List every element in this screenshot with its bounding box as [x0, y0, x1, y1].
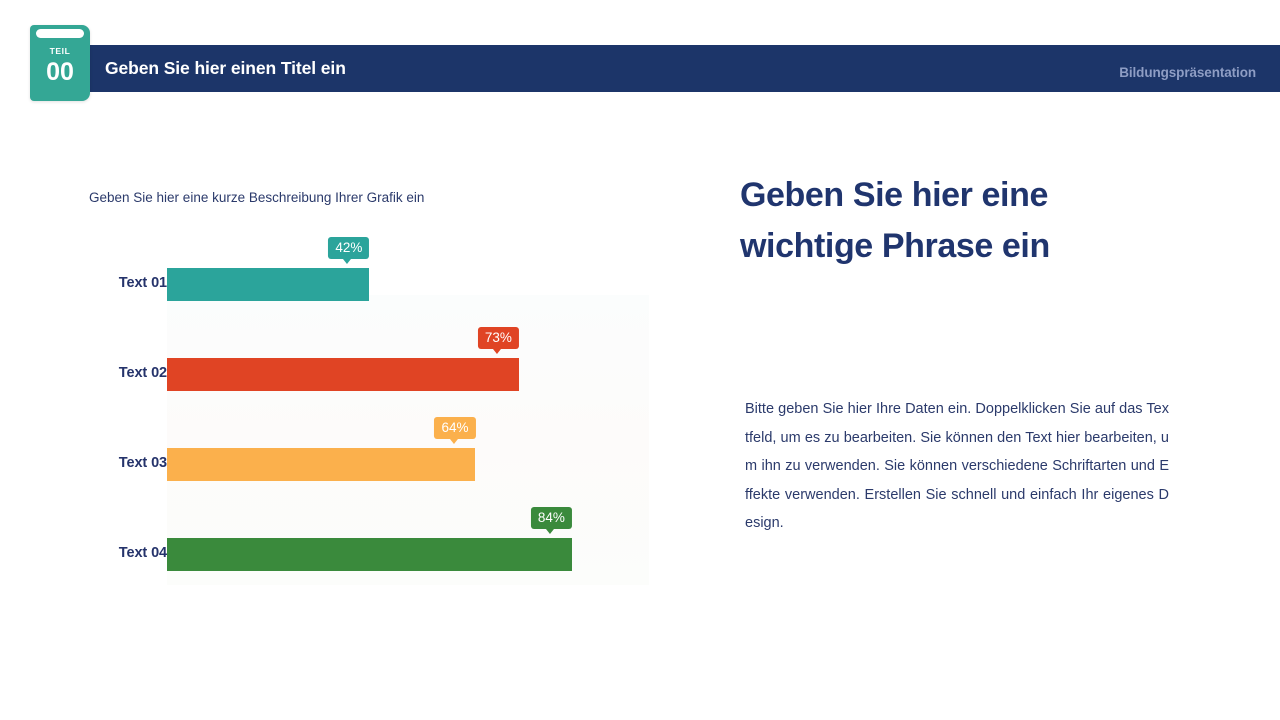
bar-value-badge: 84%: [530, 507, 572, 534]
bar-value-badge: 42%: [328, 237, 370, 264]
bar-category-label: Text 03: [118, 455, 167, 471]
bar-track: 64%: [167, 417, 649, 481]
bar-category-label: Text 01: [118, 275, 167, 291]
chart-plot-background: [167, 295, 649, 585]
bar-row: Text 02 73%: [89, 322, 649, 412]
header-bar: Geben Sie hier einen Titel ein Bildungsp…: [60, 45, 1280, 92]
bar-fill[interactable]: [167, 448, 476, 481]
bar-value-badge: 73%: [477, 327, 519, 354]
bar-track: 73%: [167, 327, 649, 391]
bar-row: Text 03 64%: [89, 412, 649, 502]
bar-value-text: 42%: [335, 240, 363, 255]
right-heading: Geben Sie hier eine wichtige Phrase ein: [740, 176, 1050, 265]
chart-caption: Geben Sie hier eine kurze Beschreibung I…: [89, 190, 425, 205]
bar-value-text: 84%: [537, 510, 565, 525]
right-body-text: Bitte geben Sie hier Ihre Daten ein. Dop…: [745, 401, 1169, 531]
book-icon: TEIL 00: [30, 25, 90, 101]
book-badge-number: 00: [46, 57, 74, 86]
bar-row: Text 04 84%: [89, 502, 649, 592]
book-badge-text: TEIL 00: [30, 47, 90, 86]
bar-value-badge: 64%: [434, 417, 476, 444]
header-subtitle: Bildungspräsentation: [1119, 64, 1256, 80]
bar-value-text: 73%: [484, 330, 512, 345]
bar-row: Text 01 42%: [89, 232, 649, 322]
bar-chart: Geben Sie hier eine kurze Beschreibung I…: [89, 190, 649, 590]
page-title: Geben Sie hier einen Titel ein: [105, 57, 346, 78]
chart-bars-area: Text 01 42% Text 02 73% Text 03 64% Text 04 84%: [89, 232, 649, 582]
book-page-strip: [36, 29, 84, 38]
bar-category-label: Text 02: [118, 365, 167, 381]
bar-fill[interactable]: [167, 358, 519, 391]
bar-category-label: Text 04: [118, 545, 167, 561]
bar-value-text: 64%: [441, 420, 469, 435]
book-badge-label: TEIL: [49, 46, 71, 56]
right-text-panel: Geben Sie hier eine wichtige Phrase ein …: [740, 170, 1172, 531]
bar-fill[interactable]: [167, 538, 572, 571]
bar-track: 84%: [167, 507, 649, 571]
bar-track: 42%: [167, 237, 649, 301]
bar-fill[interactable]: [167, 268, 370, 301]
